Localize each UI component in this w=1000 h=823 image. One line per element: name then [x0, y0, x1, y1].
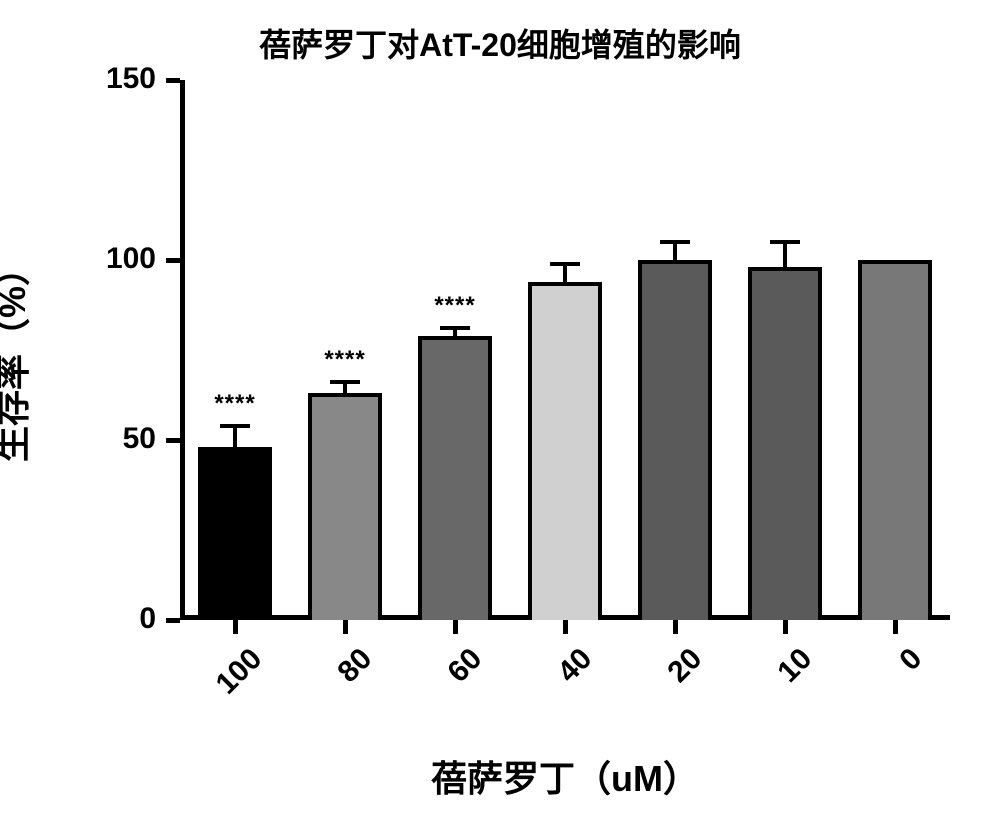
chart-container: 蓓萨罗丁对AtT-20细胞增殖的影响 生存率（%） 蓓萨罗丁（uM） 0 50 10…	[0, 0, 1000, 823]
x-tick-mark	[783, 620, 788, 634]
error-cap	[770, 240, 800, 244]
x-tick-mark	[893, 620, 898, 634]
error-whisker	[673, 242, 677, 260]
bar	[198, 447, 273, 620]
y-tick-label: 150	[76, 62, 156, 96]
x-tick-mark	[343, 620, 348, 634]
y-tick-mark	[166, 258, 180, 263]
y-tick-label: 100	[76, 242, 156, 276]
significance-label: ****	[308, 346, 383, 374]
error-cap	[220, 424, 250, 428]
x-tick-mark	[673, 620, 678, 634]
bar	[638, 260, 713, 620]
error-whisker	[233, 426, 237, 448]
bar	[308, 393, 383, 620]
y-tick-label: 0	[76, 602, 156, 636]
error-whisker	[563, 264, 567, 282]
y-tick-mark	[166, 438, 180, 443]
error-cap	[660, 240, 690, 244]
x-tick-label: 80	[284, 642, 379, 737]
bar	[748, 267, 823, 620]
significance-label: ****	[198, 390, 273, 418]
x-tick-label: 20	[614, 642, 709, 737]
x-tick-label: 100	[174, 642, 269, 737]
error-cap	[550, 262, 580, 266]
x-axis-label: 蓓萨罗丁（uM）	[180, 750, 950, 802]
error-cap	[330, 380, 360, 384]
x-tick-label: 40	[504, 642, 599, 737]
y-tick-label: 50	[76, 422, 156, 456]
x-tick-label: 10	[724, 642, 819, 737]
significance-label: ****	[418, 292, 493, 320]
x-tick-mark	[453, 620, 458, 634]
x-tick-mark	[563, 620, 568, 634]
chart-title: 蓓萨罗丁对AtT-20细胞增殖的影响	[0, 20, 1000, 66]
y-axis-label: 生存率（%）	[0, 206, 36, 506]
bar	[858, 260, 933, 620]
bar	[528, 282, 603, 620]
x-tick-label: 60	[394, 642, 489, 737]
y-tick-mark	[166, 78, 180, 83]
bar	[418, 336, 493, 620]
x-tick-label: 0	[834, 642, 929, 737]
error-whisker	[783, 242, 787, 267]
x-tick-mark	[233, 620, 238, 634]
y-tick-mark	[166, 618, 180, 623]
error-cap	[440, 326, 470, 330]
